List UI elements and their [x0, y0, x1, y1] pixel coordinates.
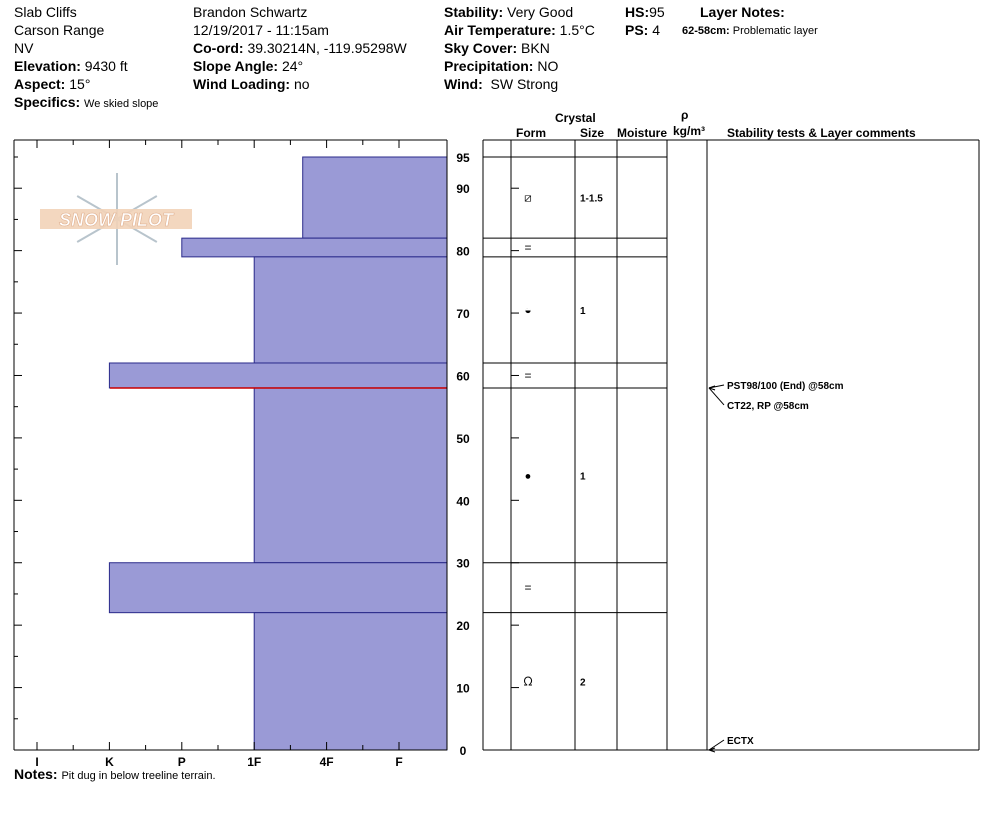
state: NV: [14, 40, 34, 56]
observer: Brandon Schwartz: [193, 4, 308, 20]
grain-form-icon-rounded-faceted: ◒: [524, 303, 531, 317]
grain-form-icon-faceted-rounded: ⧄: [524, 191, 532, 205]
col-density: kg/m³: [673, 124, 706, 138]
depth-label-20: 20: [456, 619, 470, 633]
grain-form-icon-rounded: ●: [525, 470, 532, 482]
hardness-bar-4: [253, 387, 448, 564]
col-form: Form: [516, 126, 546, 140]
depth-label-95: 95: [456, 151, 470, 165]
hardness-bar-2: [253, 256, 448, 364]
specifics: Specifics: We skied slope: [14, 94, 159, 110]
hardness-bar-0: [302, 156, 448, 239]
grain-form-icon-crust: =: [524, 368, 531, 382]
layer-notes-label: Layer Notes:: [700, 4, 785, 20]
grain-size-0: 1-1.5: [580, 194, 603, 205]
col-rho: ρ: [681, 108, 689, 122]
coord: Co-ord: 39.30214N, -119.95298W: [193, 40, 407, 56]
hs: HS:95: [625, 4, 665, 20]
aspect: Aspect: 15°: [14, 76, 91, 92]
grain-form-icon-depth-hoar: ᘯ: [523, 674, 532, 688]
col-comments: Stability tests & Layer comments: [727, 126, 916, 140]
grain-form-icon-crust: =: [524, 241, 531, 255]
sky-cover: Sky Cover: BKN: [444, 40, 550, 56]
depth-label-60: 60: [456, 369, 470, 383]
layer-note: 62-58cm: Problematic layer: [682, 25, 818, 37]
col-moisture: Moisture: [617, 126, 668, 140]
hardness-label-F: F: [395, 755, 402, 769]
col-crystal: Crystal: [555, 111, 596, 125]
ps: PS: 4: [625, 22, 661, 38]
slope-angle: Slope Angle: 24°: [193, 58, 304, 74]
stability-test-2: ECTX: [727, 736, 754, 747]
hardness-label-I: I: [35, 755, 38, 769]
hardness-bar-6: [253, 612, 448, 751]
depth-label-90: 90: [456, 182, 470, 196]
stability-test-1: CT22, RP @58cm: [727, 401, 809, 412]
hardness-label-4F: 4F: [320, 755, 334, 769]
depth-label-80: 80: [456, 245, 470, 259]
range: Carson Range: [14, 22, 105, 38]
stability-test-0: PST98/100 (End) @58cm: [727, 381, 844, 392]
hardness-label-K: K: [105, 755, 114, 769]
snowpilot-logo: SNOW PILOT: [40, 173, 192, 265]
hardness-label-P: P: [178, 755, 186, 769]
wind: Wind: SW Strong: [444, 76, 559, 92]
location: Slab Cliffs: [14, 4, 77, 20]
elevation: Elevation: 9430 ft: [14, 58, 128, 74]
datetime: 12/19/2017 - 11:15am: [193, 22, 329, 38]
hardness-bar-5: [108, 562, 448, 614]
depth-label-70: 70: [456, 307, 470, 321]
depth-label-30: 30: [456, 557, 470, 571]
grain-form-icon-crust: =: [524, 581, 531, 595]
air-temp: Air Temperature: 1.5°C: [444, 22, 595, 38]
hardness-bar-1: [181, 237, 448, 258]
precipitation: Precipitation: NO: [444, 58, 559, 74]
test-leader-line: [708, 739, 725, 751]
svg-text:SNOW PILOT: SNOW PILOT: [59, 210, 175, 230]
depth-label-40: 40: [456, 494, 470, 508]
grain-size-6: 2: [580, 677, 586, 688]
depth-label-50: 50: [456, 432, 470, 446]
test-leader-line: [708, 387, 725, 406]
stability: Stability: Very Good: [444, 4, 574, 20]
col-size: Size: [580, 126, 605, 140]
grain-size-4: 1: [580, 471, 586, 482]
hardness-label-1F: 1F: [247, 755, 261, 769]
depth-label-10: 10: [456, 682, 470, 696]
hardness-bar-3: [108, 362, 448, 389]
notes: Notes: Pit dug in below treeline terrain…: [14, 766, 216, 782]
grain-size-2: 1: [580, 306, 586, 317]
arrow-icon: [708, 385, 716, 391]
arrow-icon: [708, 747, 716, 753]
depth-label-0: 0: [460, 744, 467, 758]
wind-loading: Wind Loading: no: [193, 76, 310, 92]
